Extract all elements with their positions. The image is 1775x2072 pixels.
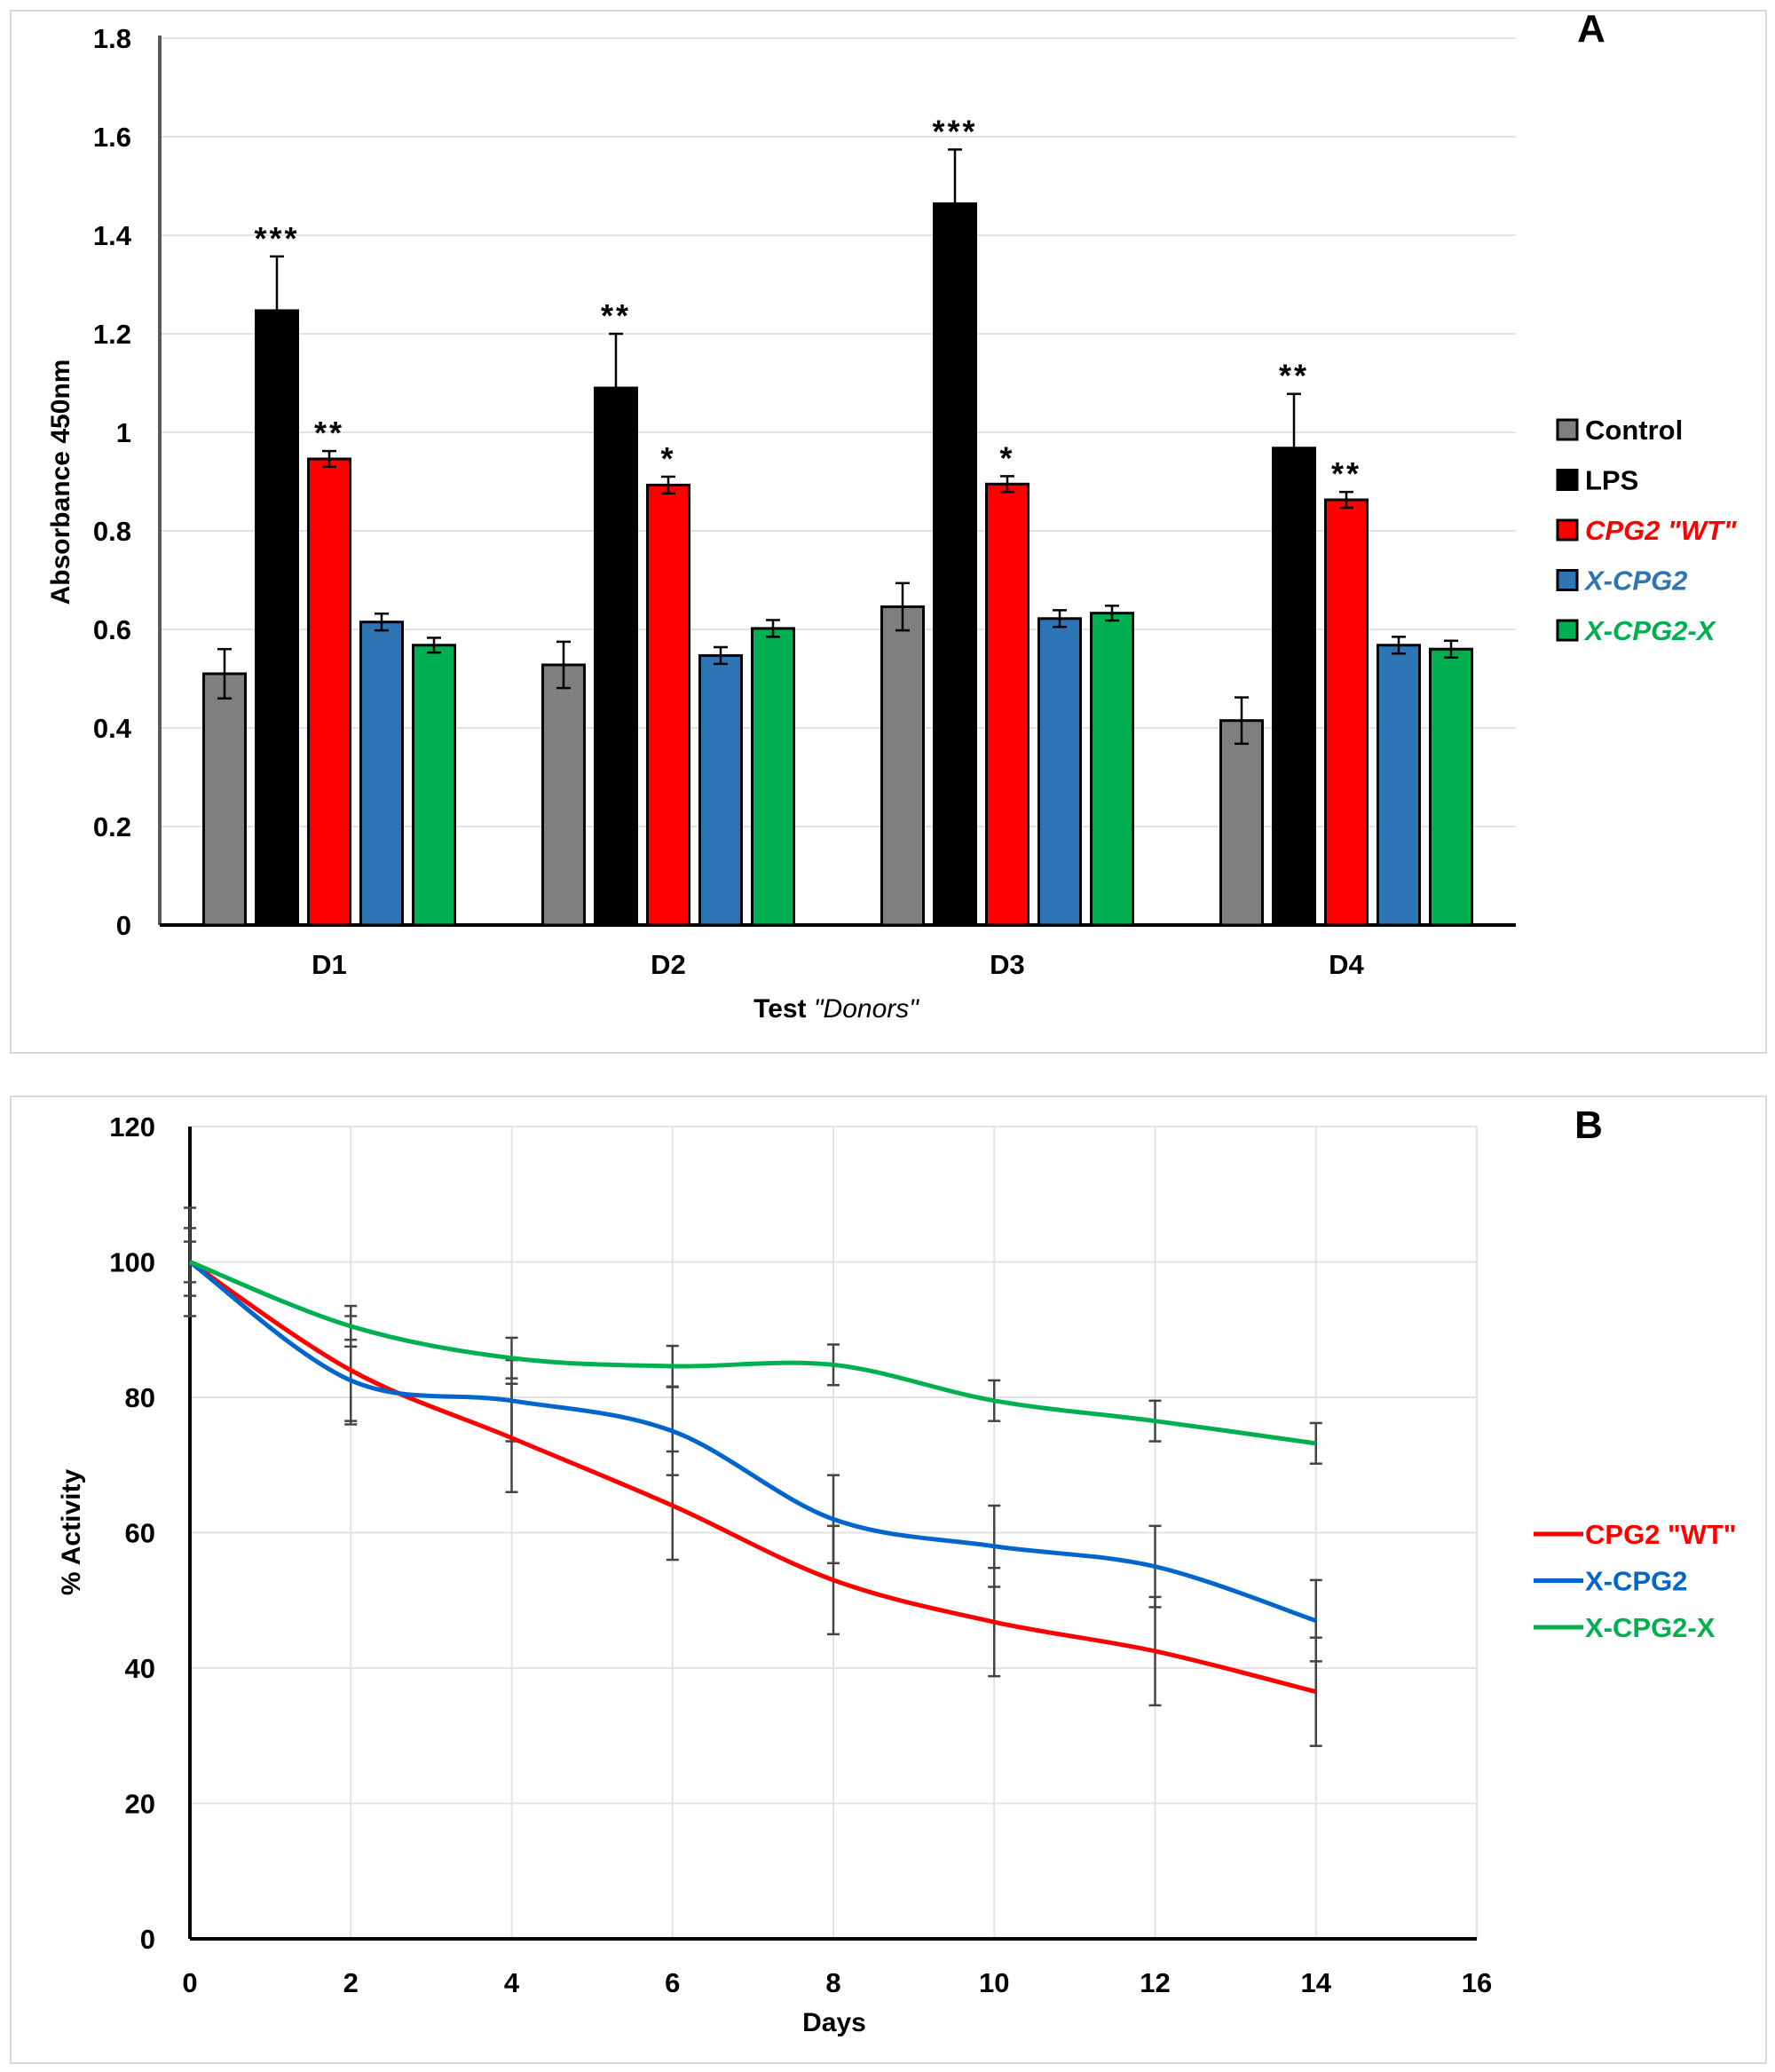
y-tick-label: 0.6	[93, 614, 131, 645]
legend-label: X-CPG2-X	[1585, 1612, 1716, 1643]
y-tick-label: 0	[140, 1924, 155, 1955]
x-tick-label: D2	[651, 949, 686, 980]
y-tick-label: 1.8	[93, 23, 131, 54]
x-tick-label: 8	[825, 1967, 840, 1998]
y-tick-label: 1	[116, 417, 131, 448]
series-line	[188, 1260, 1317, 1623]
x-tick-label: D4	[1329, 949, 1364, 980]
legend-label: CPG2 "WT"	[1585, 515, 1738, 546]
legend-label: X-CPG2	[1585, 1566, 1687, 1597]
panel-b-frame	[10, 1095, 1767, 2064]
legend-label: X-CPG2	[1583, 565, 1687, 597]
y-tick-label: 100	[109, 1247, 155, 1278]
y-tick-label: 0.8	[93, 516, 131, 547]
bar	[1429, 647, 1473, 927]
bar	[541, 663, 586, 927]
series-line	[189, 1260, 1317, 1446]
y-tick-label: 1.4	[93, 220, 132, 251]
y-tick-label: 0.2	[93, 811, 131, 842]
panel-label: B	[1574, 1103, 1603, 1147]
x-tick-label: 10	[979, 1967, 1009, 1998]
x-axis-title: Test "Donors"	[753, 994, 919, 1024]
x-tick-label: 14	[1301, 1967, 1332, 1998]
x-tick-label: 4	[504, 1967, 520, 1998]
x-tick-label: 2	[343, 1967, 359, 1998]
bar	[751, 627, 795, 927]
x-tick-label: 16	[1462, 1967, 1492, 1998]
y-tick-label: 0.4	[93, 713, 132, 744]
bar	[1324, 498, 1369, 927]
series-line	[188, 1260, 1317, 1695]
bar	[202, 672, 247, 927]
significance-stars: *	[999, 439, 1014, 476]
y-tick-label: 120	[109, 1111, 155, 1143]
y-axis-title: % Activity	[57, 1469, 86, 1596]
bar	[359, 621, 404, 927]
y-tick-label: 20	[125, 1789, 155, 1820]
y-tick-label: 1.6	[93, 122, 131, 153]
x-tick-label: 12	[1140, 1967, 1170, 1998]
legend-label: LPS	[1585, 465, 1638, 496]
y-tick-label: 60	[125, 1518, 155, 1549]
bar	[1272, 447, 1316, 927]
bar	[933, 202, 977, 927]
bar	[985, 482, 1030, 927]
significance-stars: **	[1331, 455, 1361, 492]
y-axis-title: Absorbance 450nm	[46, 360, 75, 605]
y-tick-label: 40	[125, 1653, 155, 1684]
y-tick-label: 0	[116, 910, 131, 941]
bar	[412, 644, 456, 927]
bar	[880, 605, 925, 927]
significance-stars: ***	[932, 113, 977, 149]
bar	[1377, 644, 1421, 927]
legend-label: CPG2 "WT"	[1585, 1519, 1737, 1550]
legend-swatch	[1556, 569, 1579, 591]
bar	[255, 309, 299, 927]
legend-swatch	[1556, 418, 1579, 441]
bar	[594, 386, 638, 927]
x-tick-label: 0	[182, 1967, 197, 1998]
significance-stars: **	[314, 415, 344, 451]
x-tick-label: D1	[312, 949, 347, 980]
significance-stars: **	[1279, 358, 1309, 394]
x-axis-title: Days	[802, 2008, 866, 2037]
y-tick-label: 80	[125, 1382, 155, 1413]
legend-label: X-CPG2-X	[1583, 615, 1717, 646]
bar	[1037, 617, 1082, 927]
legend-swatch	[1556, 518, 1579, 542]
x-tick-label: 6	[665, 1967, 680, 1998]
bar	[1219, 719, 1264, 927]
legend-swatch	[1556, 619, 1579, 642]
panel-label: A	[1577, 7, 1605, 51]
bar	[1090, 612, 1134, 927]
legend-label: Control	[1585, 415, 1683, 446]
legend-swatch	[1556, 469, 1579, 491]
bar	[646, 483, 690, 927]
x-tick-label: D3	[990, 949, 1025, 980]
significance-stars: *	[660, 440, 675, 477]
bar	[307, 457, 351, 927]
significance-stars: ***	[254, 220, 299, 257]
significance-stars: **	[601, 297, 631, 334]
bar	[698, 653, 743, 927]
y-tick-label: 1.2	[93, 319, 131, 350]
